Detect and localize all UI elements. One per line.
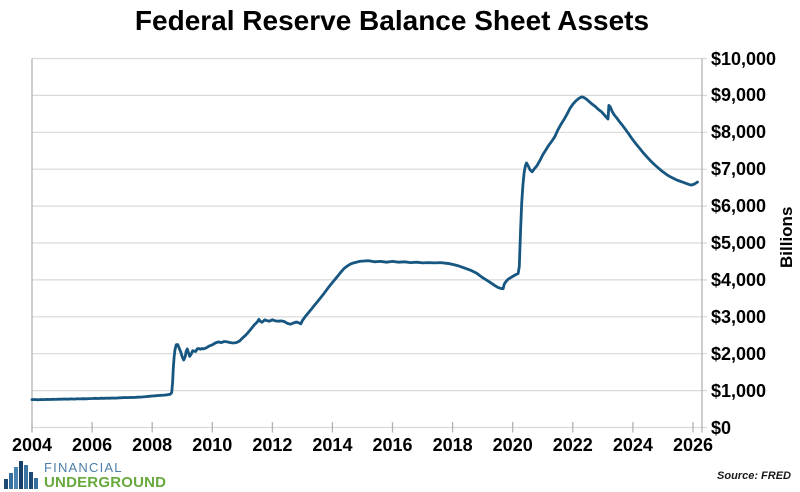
x-tick-label: 2006 (72, 435, 113, 455)
brand-logo-text: FINANCIAL UNDERGROUND (44, 461, 166, 490)
x-tick-label: 2004 (11, 435, 53, 455)
y-tick-label: $7,000 (711, 159, 767, 180)
x-tick-label: 2014 (312, 435, 353, 455)
y-tick-label: $2,000 (711, 343, 767, 364)
x-tick-label: 2012 (252, 435, 293, 455)
x-tick-label: 2018 (432, 435, 473, 455)
x-tick-label: 2008 (132, 435, 173, 455)
source-note: Source: FRED (717, 470, 791, 482)
chart-title: Federal Reserve Balance Sheet Assets (134, 5, 650, 36)
y-tick-label: $4,000 (711, 269, 767, 290)
y-tick-label: $6,000 (711, 196, 767, 217)
brand-name-line1: FINANCIAL (44, 460, 123, 475)
x-tick-label: 2016 (372, 435, 413, 455)
x-tick-label: 2022 (552, 435, 593, 455)
skyline-bars-icon (4, 461, 38, 489)
y-tick-label: $5,000 (711, 233, 767, 253)
y-tick-label: $3,000 (711, 306, 767, 327)
y-tick-label: $9,000 (711, 85, 767, 106)
brand-logo: FINANCIAL UNDERGROUND (4, 460, 166, 490)
x-tick-label: 2026 (672, 435, 713, 455)
y-tick-label: $8,000 (711, 122, 767, 143)
x-tick-label: 2024 (612, 435, 653, 455)
y-tick-label: $10,000 (711, 48, 777, 69)
brand-name-line2: UNDERGROUND (44, 474, 167, 491)
fed-assets-line (30, 95, 699, 402)
y-tick-label: $1,000 (711, 380, 767, 401)
y-tick-label: $0 (711, 417, 732, 438)
x-tick-label: 2020 (492, 435, 533, 455)
y-axis-title: Billions (777, 206, 796, 268)
x-tick-label: 2010 (192, 435, 233, 455)
